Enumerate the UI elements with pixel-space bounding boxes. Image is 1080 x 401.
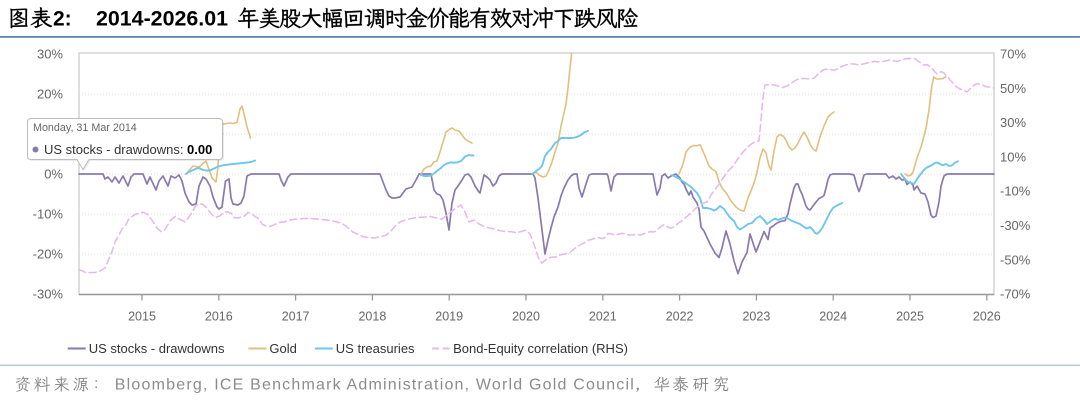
svg-text:Gold: Gold <box>269 341 296 356</box>
svg-text:2015: 2015 <box>128 310 156 324</box>
svg-text:2021: 2021 <box>589 310 617 324</box>
svg-text:2020: 2020 <box>512 310 540 324</box>
svg-text:0%: 0% <box>44 167 63 182</box>
svg-text:US stocks - drawdowns: US stocks - drawdowns <box>89 341 225 356</box>
svg-text:10%: 10% <box>1000 149 1026 164</box>
svg-text:-50%: -50% <box>1000 252 1031 267</box>
svg-text:-30%: -30% <box>33 287 64 302</box>
svg-text:2026: 2026 <box>973 310 1001 324</box>
svg-text:Monday, 31 Mar 2014: Monday, 31 Mar 2014 <box>33 122 137 134</box>
svg-text:2025: 2025 <box>896 310 924 324</box>
svg-text:50%: 50% <box>1000 81 1026 96</box>
svg-text:Bloomberg, ICE Benchmark Admin: Bloomberg, ICE Benchmark Administration,… <box>115 377 634 394</box>
svg-text:-70%: -70% <box>1000 287 1031 302</box>
svg-text:-20%: -20% <box>33 247 64 262</box>
svg-text:US stocks - drawdowns: 0.00: US stocks - drawdowns: 0.00 <box>44 142 212 157</box>
svg-text:US treasuries: US treasuries <box>336 341 415 356</box>
svg-text:2014-2026.01: 2014-2026.01 <box>96 7 228 31</box>
svg-text:2019: 2019 <box>435 310 463 324</box>
svg-text:30%: 30% <box>1000 115 1026 130</box>
svg-text:-10%: -10% <box>33 207 64 222</box>
svg-text:2022: 2022 <box>666 310 694 324</box>
svg-text:30%: 30% <box>37 47 63 62</box>
svg-text:-10%: -10% <box>1000 184 1031 199</box>
svg-text:2018: 2018 <box>358 310 386 324</box>
svg-text:Bond-Equity correlation (RHS): Bond-Equity correlation (RHS) <box>453 341 628 356</box>
svg-text:2:: 2: <box>53 8 72 31</box>
svg-text:2016: 2016 <box>205 310 233 324</box>
svg-text:2024: 2024 <box>819 310 847 324</box>
svg-text:2023: 2023 <box>742 310 770 324</box>
svg-text:70%: 70% <box>1000 47 1026 62</box>
svg-text:20%: 20% <box>37 87 63 102</box>
svg-text:-30%: -30% <box>1000 218 1031 233</box>
svg-text:2017: 2017 <box>282 310 310 324</box>
